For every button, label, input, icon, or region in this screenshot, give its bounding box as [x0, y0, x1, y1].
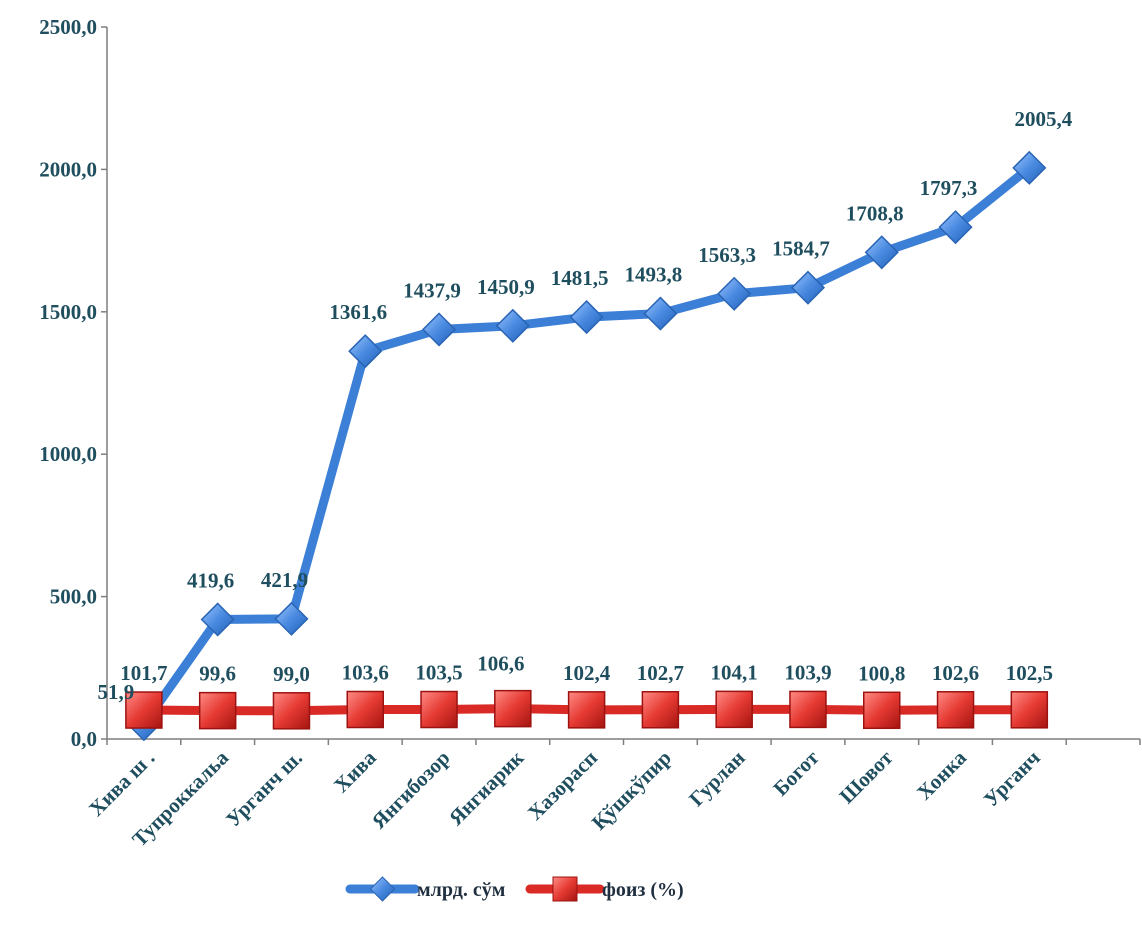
data-label-0-11: 1797,3 — [920, 176, 978, 200]
y-tick-label: 0,0 — [71, 727, 97, 751]
y-tick-label: 500,0 — [50, 585, 97, 609]
point-marker-1-8 — [715, 690, 753, 729]
point-marker-1-10 — [863, 691, 901, 730]
point-marker-0-12 — [1012, 150, 1047, 185]
data-label-1-12: 102,5 — [1006, 661, 1053, 685]
data-label-0-3: 1361,6 — [329, 300, 387, 324]
y-tick-label: 1500,0 — [39, 300, 97, 324]
x-tick-label: Гурлан — [684, 746, 749, 811]
point-marker-0-6 — [569, 300, 604, 335]
point-marker-0-5 — [495, 308, 530, 343]
data-label-0-8: 1563,3 — [698, 243, 756, 267]
data-label-1-7: 102,7 — [637, 661, 684, 685]
data-label-1-3: 103,6 — [342, 660, 389, 684]
point-marker-1-7 — [641, 691, 680, 729]
data-label-0-5: 1450,9 — [477, 275, 535, 299]
x-tick-label: Урганч ш. — [221, 746, 307, 832]
point-marker-1-4 — [420, 690, 458, 729]
x-tick-label: Хива — [329, 745, 381, 797]
data-label-1-5: 106,6 — [477, 652, 524, 676]
x-tick-label: Янгибозор — [367, 746, 455, 834]
data-label-0-0: 51,9 — [98, 680, 135, 704]
data-label-1-6: 102,4 — [563, 661, 611, 685]
data-labels: 51,9 419,6 421,9 1361,6 1437,9 1450,9 1481,5 14… — [98, 107, 1073, 704]
x-tick-label: Шовот — [835, 745, 898, 808]
data-label-0-9: 1584,7 — [772, 237, 830, 261]
x-tick-label: Урганч — [979, 745, 1045, 811]
point-marker-0-9 — [790, 270, 826, 305]
data-label-0-1: 419,6 — [187, 568, 234, 592]
data-label-1-10: 100,8 — [858, 661, 905, 685]
point-marker-0-7 — [643, 296, 678, 331]
y-tick-label: 2000,0 — [39, 157, 97, 181]
point-marker-1-11 — [936, 691, 975, 729]
y-tick-label: 2500,0 — [39, 15, 97, 39]
data-label-1-8: 104,1 — [711, 660, 758, 684]
data-label-0-10: 1708,8 — [846, 201, 904, 225]
point-marker-1-6 — [567, 691, 606, 729]
legend-label-0: млрд. сўм — [417, 879, 505, 901]
legend: млрд. сўм фоиз (%) — [345, 876, 684, 902]
data-label-1-0: 101,7 — [120, 661, 167, 685]
point-marker-0-4 — [421, 312, 457, 347]
data-label-1-4: 103,5 — [415, 661, 462, 685]
point-marker-1-0 — [125, 691, 163, 729]
data-label-1-2: 99,0 — [273, 662, 310, 686]
legend-marker-1 — [552, 876, 578, 902]
x-tick-label: Янгиарик — [444, 745, 529, 830]
x-tick-label: Қўшкўпир — [587, 746, 676, 835]
point-marker-0-2 — [274, 601, 309, 636]
data-label-1-11: 102,6 — [932, 661, 979, 685]
y-tick-label: 1000,0 — [39, 442, 97, 466]
series-markers — [125, 150, 1049, 742]
data-label-1-9: 103,9 — [784, 660, 831, 684]
point-marker-1-2 — [272, 692, 311, 730]
point-marker-1-1 — [198, 691, 237, 730]
point-marker-0-8 — [717, 276, 752, 311]
x-tick-label: Хонка — [912, 745, 971, 804]
data-label-0-2: 421,9 — [261, 568, 308, 592]
data-label-1-1: 99,6 — [199, 662, 236, 686]
x-tick-label: Богот — [768, 745, 824, 801]
legend-marker-0 — [369, 876, 396, 902]
point-marker-1-5 — [494, 689, 532, 728]
data-label-0-7: 1493,8 — [625, 263, 683, 287]
point-marker-0-11 — [938, 210, 973, 245]
point-marker-1-9 — [789, 690, 827, 729]
point-marker-0-10 — [864, 235, 899, 270]
point-marker-0-1 — [200, 602, 235, 637]
point-marker-1-3 — [346, 690, 384, 729]
data-label-0-6: 1481,5 — [551, 266, 609, 290]
x-tick-label: Хива ш . — [84, 746, 159, 821]
data-label-0-12: 2005,4 — [1014, 107, 1072, 131]
point-marker-0-3 — [348, 334, 383, 369]
point-marker-1-12 — [1010, 691, 1049, 729]
legend-label-1: фоиз (%) — [602, 879, 684, 901]
data-label-0-4: 1437,9 — [403, 278, 461, 302]
